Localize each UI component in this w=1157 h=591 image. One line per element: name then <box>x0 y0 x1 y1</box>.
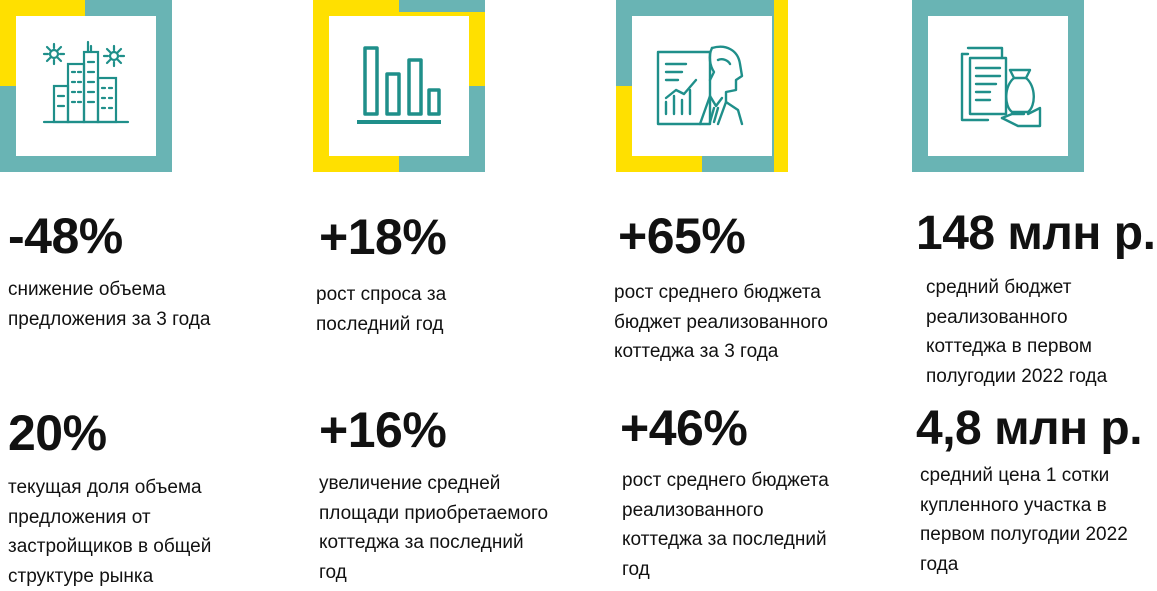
tile-inner <box>632 16 772 156</box>
stat-description: увеличение средней площади приобретаемог… <box>319 473 549 583</box>
stat-description: средний бюджет реализованного коттеджа в… <box>926 277 1108 387</box>
stat-value: 4,8 млн р. <box>916 402 1143 455</box>
stat-value: +46% <box>620 400 748 456</box>
stat-description: средний цена 1 сотки купленного участка … <box>920 465 1128 575</box>
stat-value: 148 млн р. <box>916 207 1156 260</box>
stat-value: +18% <box>319 209 447 265</box>
icon-tile-2 <box>313 0 485 172</box>
icon-tile-3 <box>616 0 788 172</box>
tile-inner <box>329 16 469 156</box>
stat-description: рост спроса за последний год <box>316 284 447 335</box>
tile-inner <box>16 16 156 156</box>
icon-tile-1 <box>0 0 172 172</box>
businessman-chart-icon <box>652 34 752 139</box>
stat-value: +16% <box>319 402 447 458</box>
documents-money-bag-icon <box>948 34 1048 139</box>
stat-description: рост среднего бюджета бюджет реализованн… <box>614 282 828 362</box>
stat-value: 20% <box>8 405 107 461</box>
icon-tile-4 <box>912 0 1084 172</box>
bar-chart-icon <box>349 34 449 139</box>
stat-value: -48% <box>8 208 123 264</box>
stat-description: текущая доля объема предложения от застр… <box>8 477 212 587</box>
city-buildings-icon <box>36 34 136 139</box>
stat-value: +65% <box>618 208 746 264</box>
stat-description: снижение объема предложения за 3 года <box>8 279 211 330</box>
stat-description: рост среднего бюджета реализованного кот… <box>622 470 829 580</box>
tile-inner <box>928 16 1068 156</box>
